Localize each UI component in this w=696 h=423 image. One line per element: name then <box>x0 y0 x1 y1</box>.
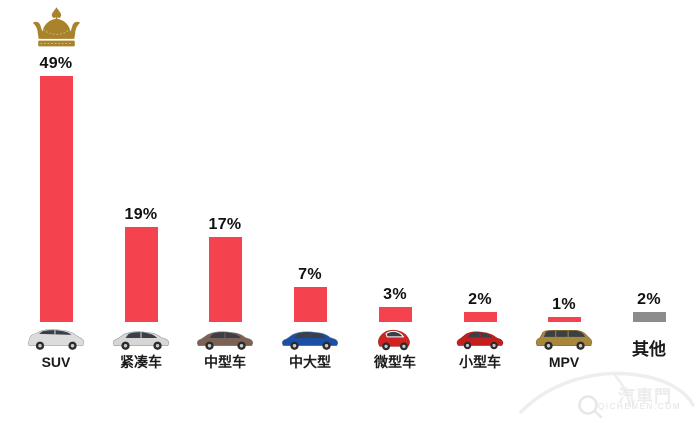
car-outline-watermark-icon <box>519 371 695 419</box>
bar-footer: 微型车 <box>353 322 437 370</box>
bar-value-label: 3% <box>383 286 407 303</box>
bar-column: 2% 其他 <box>607 290 691 368</box>
bar-footer: 小型车 <box>438 322 522 370</box>
crown-icon <box>28 6 85 53</box>
bar-column: 17% 中型车 <box>183 215 267 370</box>
bar-footer: 中大型 <box>268 322 352 370</box>
bar-footer: 紧凑车 <box>99 322 183 370</box>
watermark-logo-text: 汽車門 <box>618 387 672 406</box>
category-label: SUV <box>41 354 71 370</box>
category-label: 中型车 <box>204 354 246 370</box>
bar-value-label: 2% <box>637 291 661 308</box>
bar <box>463 312 497 322</box>
bar-footer: MPV <box>522 322 606 370</box>
bar-footer: SUV <box>14 322 98 370</box>
bar-column: 7% 中大型 <box>268 265 352 370</box>
small-car-icon <box>454 326 506 352</box>
bar <box>632 312 666 322</box>
midsize-car-icon <box>194 326 256 352</box>
category-label: 中大型 <box>289 354 331 370</box>
category-label: MPV <box>548 354 580 370</box>
category-label: 微型车 <box>374 354 416 370</box>
bar <box>293 287 327 322</box>
bar-footer: 其他 <box>607 322 691 368</box>
bar-column: 2% 小型车 <box>438 290 522 370</box>
bar-value-label: 7% <box>298 266 322 283</box>
bar-value-label: 2% <box>468 291 492 308</box>
bar-column: 19% 紧凑车 <box>99 205 183 370</box>
mpv-car-icon <box>533 326 595 352</box>
bar <box>208 237 242 322</box>
category-label-other: 其他 <box>632 339 666 359</box>
bar-value-label: 17% <box>208 216 242 233</box>
bar-column: 49% SUV <box>14 54 98 370</box>
bar-value-label: 1% <box>552 296 576 313</box>
suv-car-icon <box>25 326 87 352</box>
bar-value-label: 19% <box>124 206 158 223</box>
category-label: 紧凑车 <box>120 354 162 370</box>
bar-value-label: 49% <box>39 55 73 72</box>
bar <box>124 227 158 322</box>
category-label: 小型车 <box>459 354 501 370</box>
bar-footer: 中型车 <box>183 322 267 370</box>
watermark-domain-text: QICHEMEN.COM <box>598 402 682 411</box>
bar <box>39 76 73 322</box>
bar-column: 1% MPV <box>522 295 606 370</box>
bar-column: 3% 微型车 <box>353 285 437 370</box>
watermark: 汽車門 QICHEMEN.COM <box>518 360 696 423</box>
bar <box>547 317 581 322</box>
compact-car-icon <box>110 326 172 352</box>
micro-car-icon <box>374 326 416 352</box>
bar <box>378 307 412 322</box>
large-car-icon <box>279 326 341 352</box>
